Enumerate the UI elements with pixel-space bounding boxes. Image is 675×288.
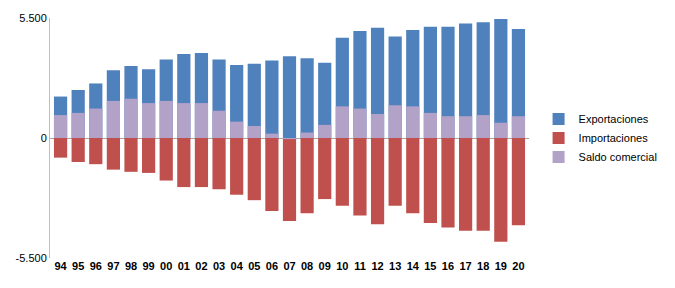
svg-text:12: 12 bbox=[371, 260, 383, 272]
svg-text:-5.500: -5.500 bbox=[16, 252, 47, 264]
svg-text:01: 01 bbox=[178, 260, 190, 272]
svg-text:03: 03 bbox=[213, 260, 225, 272]
svg-text:10: 10 bbox=[336, 260, 348, 272]
svg-text:18: 18 bbox=[477, 260, 489, 272]
svg-text:20: 20 bbox=[512, 260, 524, 272]
svg-text:14: 14 bbox=[407, 260, 420, 272]
svg-text:Importaciones: Importaciones bbox=[579, 132, 649, 144]
svg-text:0: 0 bbox=[41, 132, 47, 144]
svg-text:94: 94 bbox=[54, 260, 67, 272]
svg-text:Saldo comercial: Saldo comercial bbox=[579, 151, 657, 163]
svg-text:Exportaciones: Exportaciones bbox=[579, 113, 649, 125]
svg-text:08: 08 bbox=[301, 260, 313, 272]
svg-text:11: 11 bbox=[354, 260, 366, 272]
svg-text:95: 95 bbox=[72, 260, 84, 272]
svg-text:06: 06 bbox=[266, 260, 278, 272]
svg-text:5.500: 5.500 bbox=[19, 12, 47, 24]
svg-text:98: 98 bbox=[125, 260, 137, 272]
svg-text:15: 15 bbox=[424, 260, 436, 272]
svg-text:99: 99 bbox=[142, 260, 154, 272]
svg-text:13: 13 bbox=[389, 260, 401, 272]
svg-text:07: 07 bbox=[283, 260, 295, 272]
svg-text:02: 02 bbox=[195, 260, 207, 272]
svg-text:96: 96 bbox=[90, 260, 102, 272]
svg-text:00: 00 bbox=[160, 260, 172, 272]
svg-text:05: 05 bbox=[248, 260, 260, 272]
svg-text:19: 19 bbox=[495, 260, 507, 272]
svg-text:17: 17 bbox=[459, 260, 471, 272]
svg-text:09: 09 bbox=[319, 260, 331, 272]
svg-text:04: 04 bbox=[231, 260, 244, 272]
svg-text:97: 97 bbox=[107, 260, 119, 272]
svg-text:16: 16 bbox=[442, 260, 454, 272]
